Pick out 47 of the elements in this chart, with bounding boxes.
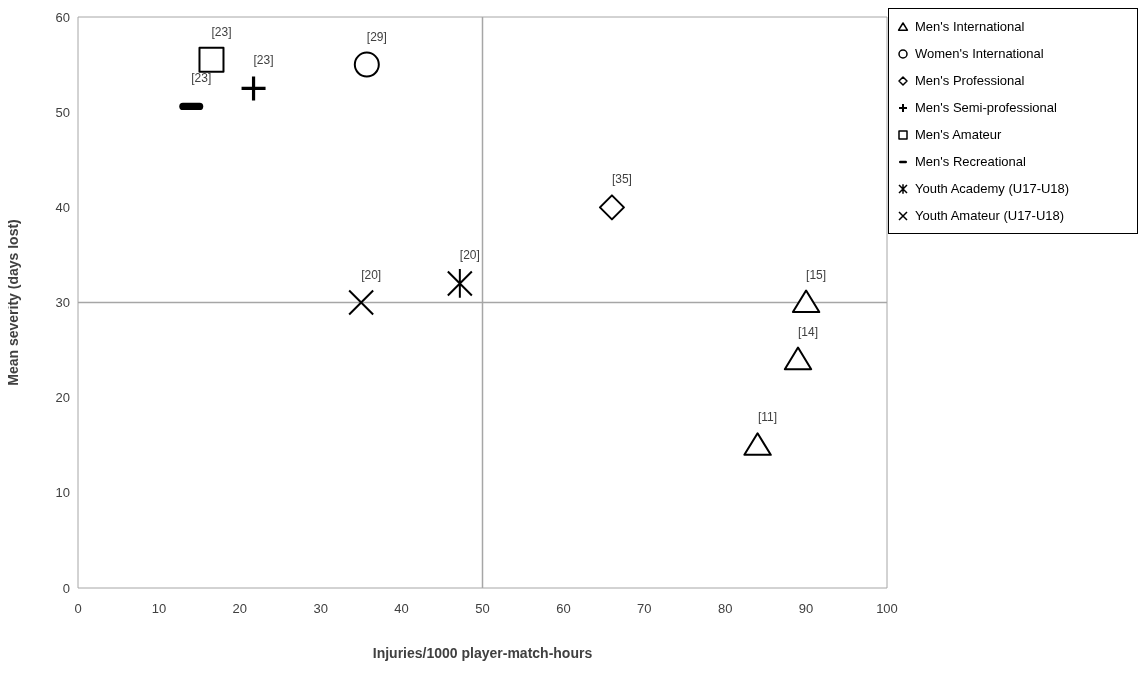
y-tick-label: 50 <box>55 104 70 120</box>
point <box>353 51 380 78</box>
point <box>783 346 813 371</box>
legend-label: Men's International <box>915 19 1025 34</box>
point <box>598 194 625 221</box>
y-tick-label: 10 <box>55 485 70 501</box>
legend-label: Men's Semi-professional <box>915 100 1057 115</box>
x-tick-label: 100 <box>876 601 898 617</box>
annotation: [15] <box>806 267 827 282</box>
legend-label: Youth Academy (U17-U18) <box>915 181 1070 196</box>
x-axis-title: Injuries/1000 player-match-hours <box>372 645 593 661</box>
x-tick-label: 0 <box>74 601 82 617</box>
point <box>791 289 821 314</box>
x-tick-label: 10 <box>151 601 167 617</box>
legend-label: Men's Professional <box>915 73 1025 88</box>
y-tick-label: 60 <box>55 9 70 25</box>
y-tick-label: 20 <box>55 390 70 406</box>
x-tick-label: 80 <box>717 601 733 617</box>
point <box>446 270 473 297</box>
y-tick-label: 40 <box>55 199 70 215</box>
x-tick-label: 30 <box>313 601 328 617</box>
y-tick-label: 0 <box>62 580 70 596</box>
x-tick-label: 70 <box>637 601 652 617</box>
x-tick-label: 20 <box>232 601 248 617</box>
legend-label: Men's Amateur <box>915 127 1002 142</box>
annotation: [11] <box>758 410 778 425</box>
annotation: [20] <box>459 248 480 263</box>
annotation: [14] <box>798 324 819 339</box>
x-tick-label: 50 <box>475 601 490 617</box>
point <box>348 289 375 316</box>
legend-label: Youth Amateur (U17-U18) <box>915 208 1065 223</box>
annotation: [29] <box>366 29 387 44</box>
x-tick-label: 60 <box>556 601 571 617</box>
point <box>198 46 225 73</box>
x-tick-label: 40 <box>394 601 409 617</box>
y-axis-title: Mean severity (days lost) <box>4 219 21 386</box>
annotation: [23] <box>191 71 212 86</box>
point <box>743 432 772 456</box>
annotation: [23] <box>211 24 232 39</box>
annotation: [23] <box>253 53 274 68</box>
legend-label: Men's Recreational <box>915 154 1026 169</box>
annotation: [35] <box>611 172 632 187</box>
y-tick-label: 30 <box>55 295 70 311</box>
point <box>241 76 266 101</box>
annotation: [20] <box>361 267 382 282</box>
legend-label: Women's International <box>915 46 1044 61</box>
x-tick-label: 90 <box>798 601 814 617</box>
